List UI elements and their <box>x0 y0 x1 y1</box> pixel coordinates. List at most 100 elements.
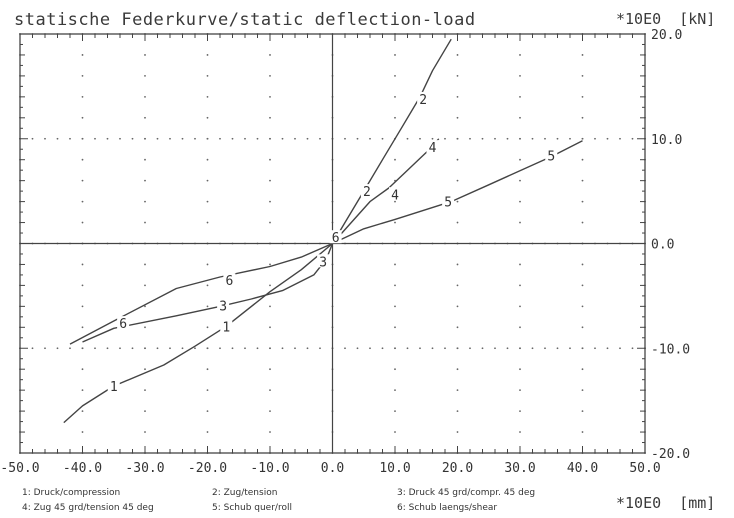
grid-dot <box>519 431 521 433</box>
grid-dot <box>206 158 209 161</box>
grid-dot <box>144 54 146 56</box>
grid-dot <box>206 95 209 98</box>
y-tick-label: 20.0 <box>651 28 682 43</box>
grid-dot <box>169 347 171 350</box>
grid-dot <box>206 263 209 266</box>
x-tick-label: 50.0 <box>629 461 660 476</box>
grid-dot <box>81 179 84 182</box>
grid-dot <box>144 305 146 308</box>
grid-dot <box>219 137 221 140</box>
grid-dot <box>81 326 84 329</box>
grid-dot <box>206 368 209 371</box>
grid-dot <box>119 137 121 140</box>
grid-dot <box>269 116 271 119</box>
grid-dot <box>356 137 359 140</box>
series-marker-bg-3 <box>217 298 230 312</box>
grid-dot <box>156 137 159 140</box>
grid-dot <box>569 347 571 350</box>
grid-dot <box>581 116 584 119</box>
y-axis-unit: *10E0 [kN] <box>616 10 716 28</box>
series-marker-3: 3 <box>219 299 227 314</box>
grid-dot <box>519 200 521 203</box>
grid-dot <box>81 158 84 161</box>
grid-dot <box>394 75 396 77</box>
grid-dot <box>31 137 34 140</box>
grid-dot <box>394 326 396 329</box>
x-tick-label: 20.0 <box>442 461 473 476</box>
legend-item-5: 5: Schub quer/roll <box>212 503 292 513</box>
grid-dot <box>219 347 221 350</box>
grid-dot <box>206 116 209 119</box>
grid-dot <box>406 137 409 140</box>
grid-dot <box>456 368 459 371</box>
grid-dot <box>206 200 209 203</box>
grid-dot <box>281 137 284 140</box>
grid-dot <box>106 137 109 140</box>
grid-dot <box>269 158 271 161</box>
grid-dot <box>81 410 84 412</box>
grid-dot <box>144 200 146 203</box>
series-marker-bg-4 <box>426 140 439 154</box>
grid-dot <box>269 305 271 308</box>
grid-dot <box>531 137 534 140</box>
grid-dot <box>431 137 434 140</box>
grid-dot <box>81 389 84 392</box>
grid-dot <box>519 179 521 182</box>
grid-dot <box>581 284 584 287</box>
grid-dot <box>619 137 621 140</box>
grid-dot <box>556 347 559 350</box>
series-marker-bg-1 <box>220 319 233 333</box>
grid-dot <box>206 389 209 392</box>
grid-dot <box>619 347 621 350</box>
grid-dot <box>531 347 534 350</box>
x-tick-label: 10.0 <box>379 461 410 476</box>
grid-dot <box>631 137 634 140</box>
grid-dot <box>206 137 209 140</box>
grid-dot <box>581 368 584 371</box>
grid-dot <box>394 305 396 308</box>
grid-dot <box>344 347 346 350</box>
grid-dot <box>81 200 84 203</box>
grid-dot <box>294 137 296 140</box>
grid-dot <box>206 75 209 77</box>
grid-dot <box>119 347 121 350</box>
grid-dot <box>481 137 484 140</box>
series-marker-4: 4 <box>391 188 399 203</box>
grid-dot <box>206 347 209 350</box>
grid-dot <box>594 137 596 140</box>
series-marker-bg-5 <box>545 148 558 162</box>
grid-dot <box>456 179 459 182</box>
grid-dot <box>581 326 584 329</box>
grid-dot <box>81 431 84 433</box>
grid-dot <box>269 137 271 140</box>
grid-dot <box>469 137 471 140</box>
grid-dot <box>81 221 84 224</box>
grid-dot <box>144 137 146 140</box>
grid-dot <box>394 116 396 119</box>
legend-item-6: 6: Schub laengs/shear <box>397 503 498 513</box>
grid-dot <box>381 137 384 140</box>
grid-dot <box>581 347 584 350</box>
grid-dot <box>206 221 209 224</box>
grid-dot <box>369 137 371 140</box>
legend-item-1: 1: Druck/compression <box>22 488 121 498</box>
grid-dot <box>206 305 209 308</box>
grid-dot <box>456 54 459 56</box>
grid-dot <box>394 158 396 161</box>
grid-dot <box>519 305 521 308</box>
grid-dot <box>94 137 96 140</box>
x-tick-label: -40.0 <box>63 461 102 476</box>
grid-dot <box>244 347 246 350</box>
grid-dot <box>231 137 234 140</box>
grid-dot <box>269 54 271 56</box>
grid-dot <box>131 137 134 140</box>
grid-dot <box>344 137 346 140</box>
grid-dot <box>81 75 84 77</box>
grid-dot <box>206 326 209 329</box>
grid-dot <box>456 221 459 224</box>
legend-item-4: 4: Zug 45 grd/tension 45 deg <box>22 503 154 513</box>
grid-dot <box>256 137 259 140</box>
grid-dot <box>581 431 584 433</box>
series-marker-2: 2 <box>419 93 427 108</box>
grid-dot <box>519 263 521 266</box>
